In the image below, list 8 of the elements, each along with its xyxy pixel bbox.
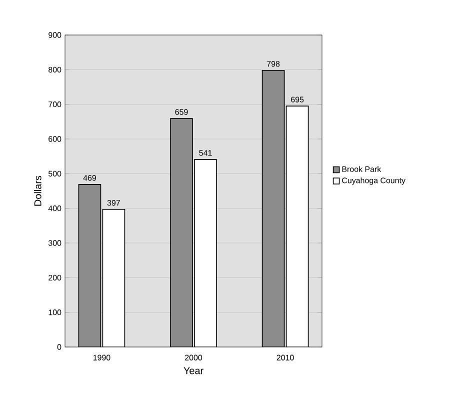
bar [170, 118, 193, 347]
bar [194, 159, 217, 347]
bar [286, 106, 309, 347]
bar [78, 184, 102, 347]
x-axis-title: Year [184, 367, 204, 374]
y-axis-title: Dollars [34, 176, 42, 206]
bar [262, 70, 285, 347]
bar [102, 208, 126, 347]
